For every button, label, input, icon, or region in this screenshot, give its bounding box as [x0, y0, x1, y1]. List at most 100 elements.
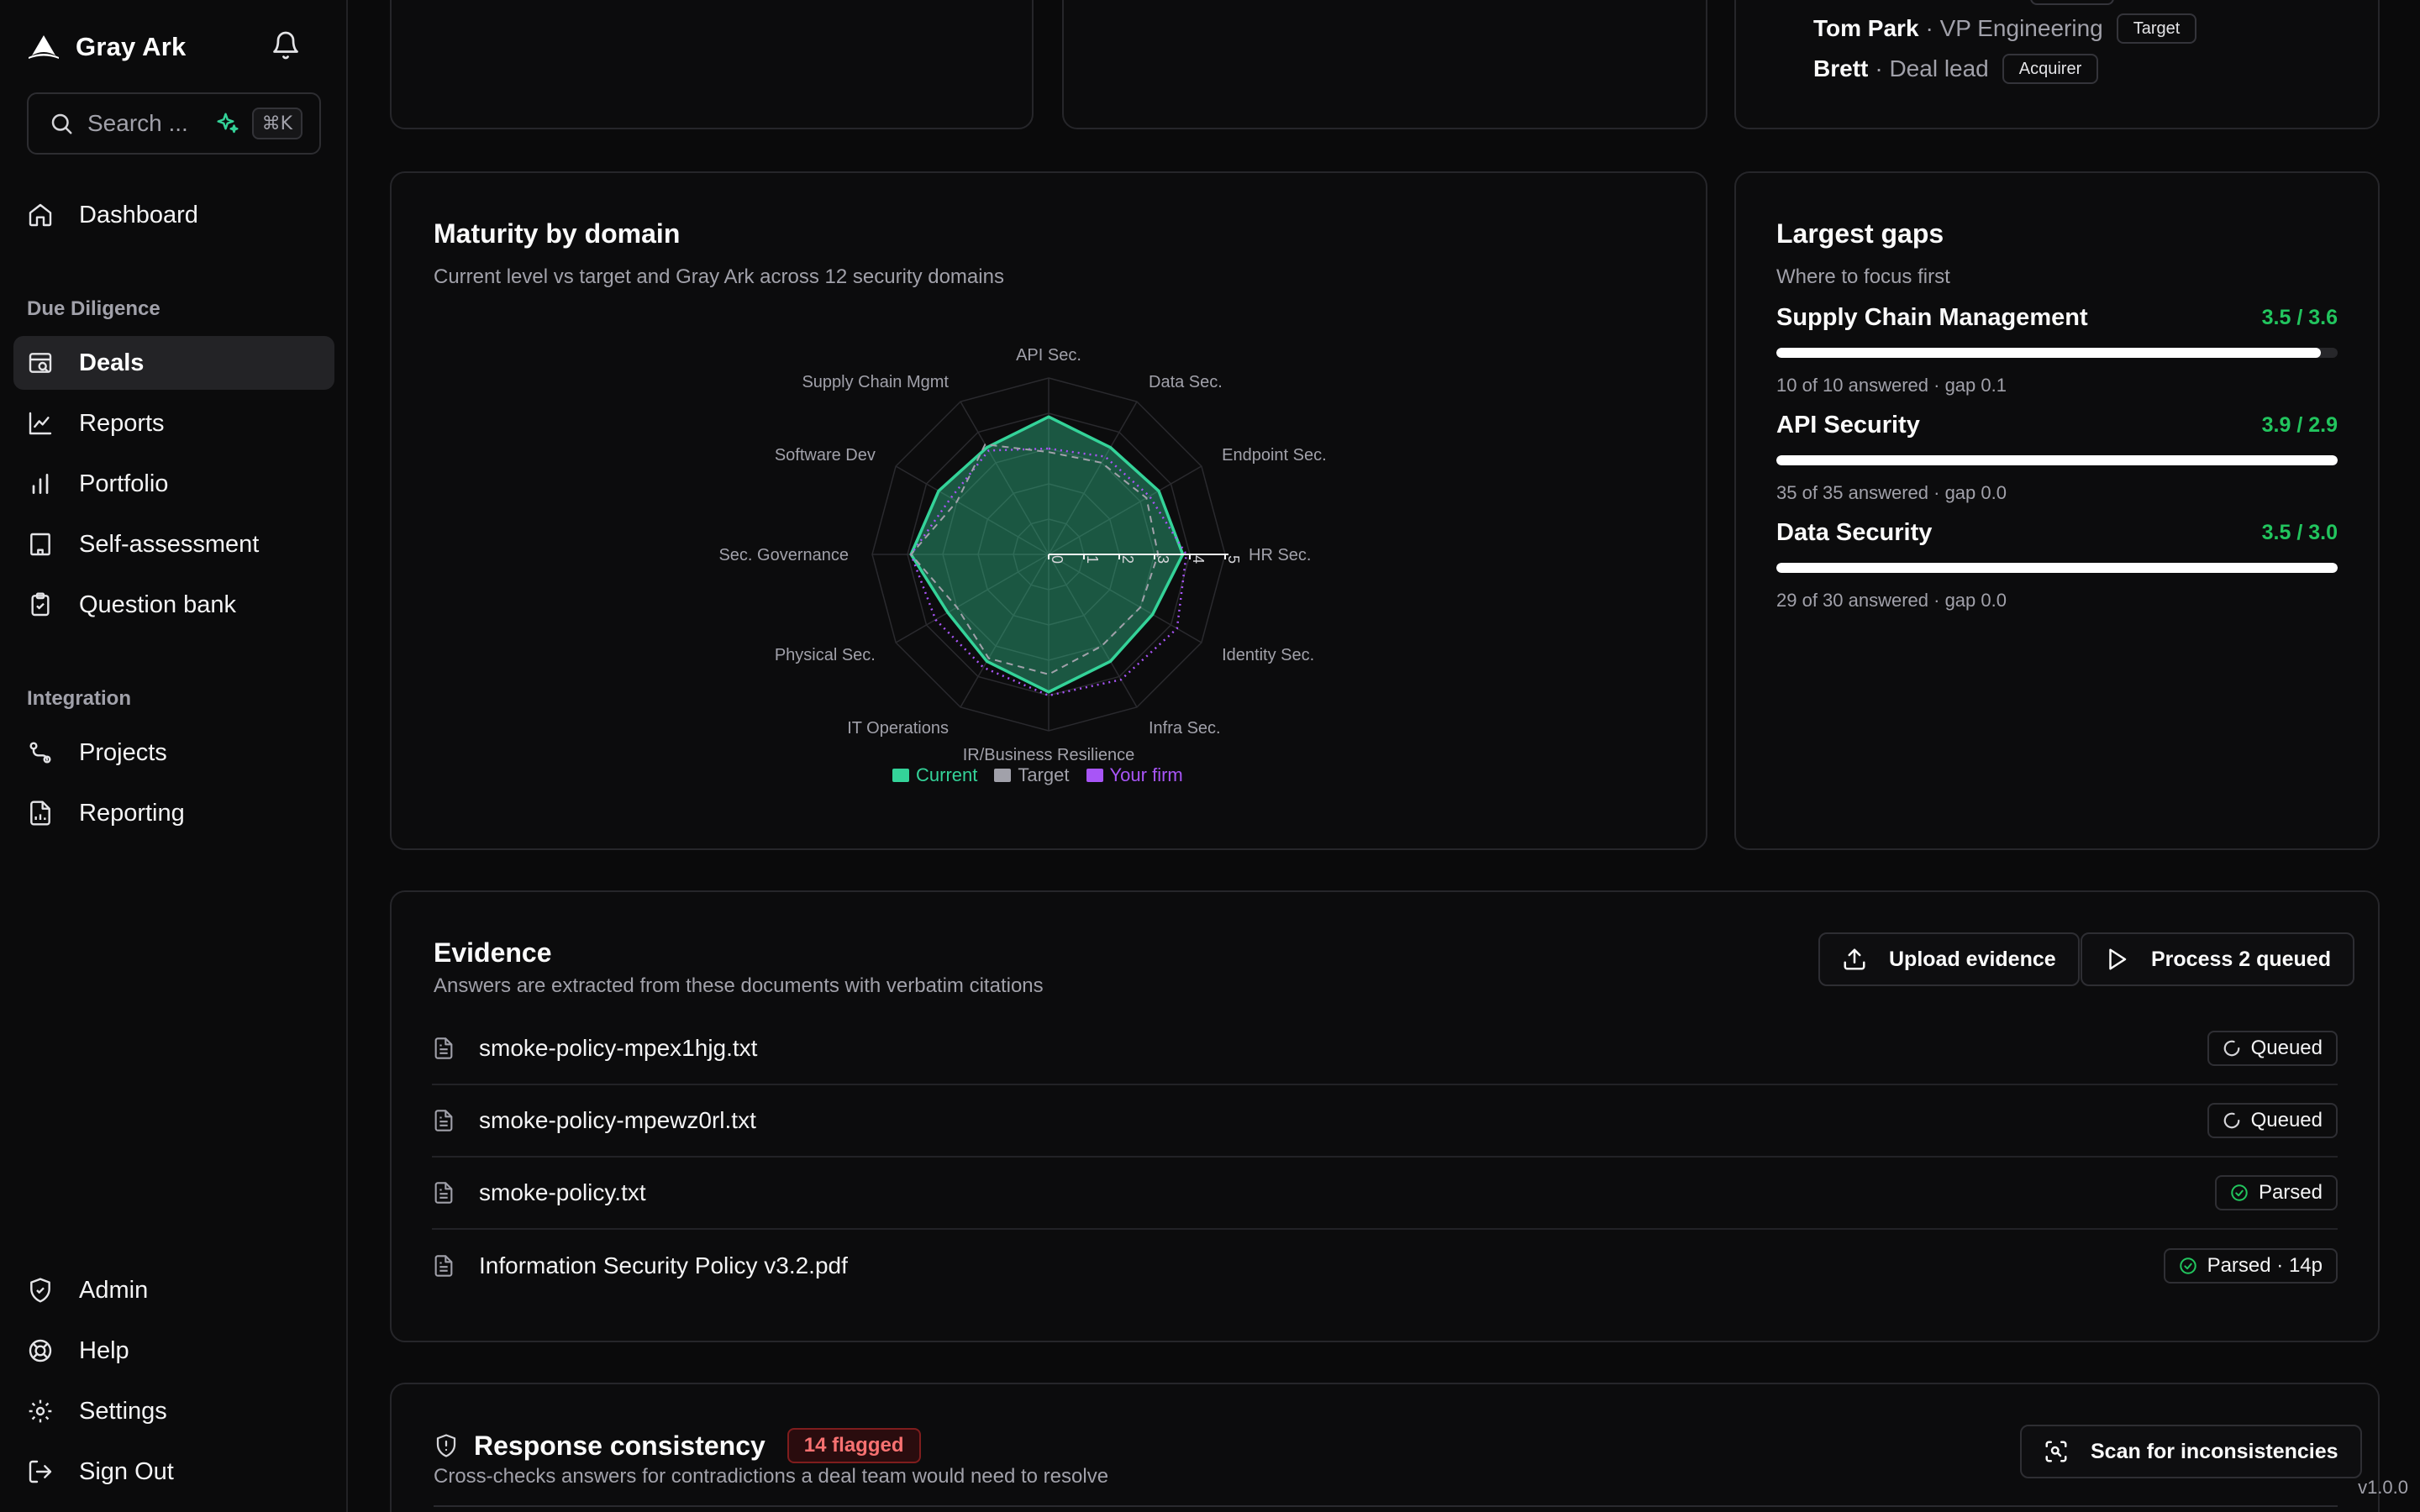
nav-sign-out[interactable]: Sign Out: [13, 1445, 334, 1499]
nav-reporting[interactable]: Reporting: [13, 786, 334, 840]
file-icon: [432, 1252, 455, 1279]
shortcut-hint: ⌘K: [251, 108, 302, 139]
nav-help-label: Help: [79, 1336, 129, 1364]
shield-alert-icon: [434, 1433, 459, 1458]
gap-meta: 10 of 10 answered · gap 0.1: [1776, 375, 2007, 396]
status-badge: Parsed: [2214, 1175, 2338, 1210]
building-icon: [27, 531, 54, 558]
nav-admin[interactable]: Admin: [13, 1263, 334, 1317]
life-buoy-icon: [27, 1337, 54, 1364]
file-icon: [432, 1179, 455, 1206]
nav-reporting-label: Reporting: [79, 799, 185, 827]
radar-category-label: Endpoint Sec.: [1222, 446, 1327, 465]
radar-tick-label: 5: [1225, 555, 1242, 564]
gap-item[interactable]: Supply Chain Management 3.5 / 3.6 10 of 1…: [1776, 302, 2338, 396]
radar-tick-label: 2: [1119, 555, 1136, 564]
radar-category-label: Identity Sec.: [1222, 646, 1314, 664]
maturity-subtitle: Current level vs target and Gray Ark acr…: [434, 265, 1004, 288]
file-icon: [432, 1107, 455, 1134]
legend-label: Target: [1018, 764, 1070, 785]
status-badge: Queued: [2207, 1031, 2338, 1066]
legend-item-target[interactable]: Target: [994, 764, 1070, 786]
process-queued-label: Process 2 queued: [2151, 947, 2331, 971]
summary-card-2: [1062, 0, 1707, 129]
process-queued-button[interactable]: Process 2 queued: [2081, 932, 2354, 986]
nav-self-assessment[interactable]: Self-assessment: [13, 517, 334, 571]
consistency-header: Response consistency 14 flagged: [434, 1428, 921, 1463]
nav-projects[interactable]: Projects: [13, 726, 334, 780]
brand[interactable]: Gray Ark: [27, 29, 186, 66]
nav-question-bank[interactable]: Question bank: [13, 578, 334, 632]
flagged-count-badge: 14 flagged: [786, 1428, 921, 1463]
nav-help[interactable]: Help: [13, 1324, 334, 1378]
gap-item[interactable]: Data Security 3.5 / 3.0 29 of 30 answered…: [1776, 517, 2338, 612]
gap-meta: 29 of 30 answered · gap 0.0: [1776, 590, 2007, 611]
radar-category-label: Sec. Governance: [718, 546, 849, 564]
check-circle-icon: [2179, 1257, 2197, 1275]
section-due-diligence: Due Diligence: [27, 297, 160, 320]
contact-name: Tom Park: [1813, 15, 1919, 41]
section-integration: Integration: [27, 687, 131, 710]
contact-tag: Target: [2116, 13, 2197, 44]
nav-deals-label: Deals: [79, 349, 145, 376]
status-label: Parsed · 14p: [2207, 1254, 2323, 1277]
radar-spoke: [1048, 465, 1202, 555]
status-label: Queued: [2250, 1037, 2323, 1059]
nav-deals[interactable]: Deals: [13, 336, 334, 390]
nav-reports[interactable]: Reports: [13, 396, 334, 450]
legend-item-current[interactable]: Current: [892, 764, 977, 786]
file-name: smoke-policy-mpewz0rl.txt: [479, 1107, 756, 1133]
loader-icon: [2223, 1039, 2241, 1058]
app-version: v1.0.0: [2358, 1477, 2408, 1498]
upload-evidence-label: Upload evidence: [1889, 947, 2056, 971]
gear-icon: [27, 1398, 54, 1425]
gap-meta: 35 of 35 answered · gap 0.0: [1776, 482, 2007, 503]
gray-ark-logo-icon: [27, 34, 60, 60]
nav-settings-label: Settings: [79, 1397, 167, 1425]
gap-progress-fill: [1776, 348, 2321, 358]
contact-row: Brett · Deal lead Acquirer: [1813, 54, 2099, 84]
radar-series-current: [909, 415, 1185, 694]
scan-search-icon: [2044, 1439, 2069, 1464]
gap-item[interactable]: API Security 3.9 / 2.9 35 of 35 answered …: [1776, 410, 2338, 504]
gaps-card: Largest gaps Where to focus first: [1734, 171, 2380, 850]
evidence-file-row[interactable]: smoke-policy-mpewz0rl.txt Queued: [432, 1085, 2338, 1158]
legend-item-your-firm[interactable]: Your firm: [1086, 764, 1183, 786]
divider: [434, 1505, 2338, 1507]
nav-settings[interactable]: Settings: [13, 1384, 334, 1438]
nav-portfolio[interactable]: Portfolio: [13, 457, 334, 511]
gap-progress-track: [1776, 563, 2338, 573]
radar-spoke: [1048, 554, 1202, 643]
search-placeholder: Search ...: [87, 110, 188, 136]
radar-category-label: Software Dev: [775, 446, 876, 465]
maturity-title: Maturity by domain: [434, 218, 681, 249]
status-badge: Queued: [2207, 1103, 2338, 1138]
search-input[interactable]: Search ... ⌘K: [27, 92, 321, 155]
file-name: Information Security Policy v3.2.pdf: [479, 1252, 848, 1278]
scan-inconsistencies-button[interactable]: Scan for inconsistencies: [2020, 1425, 2362, 1478]
gap-name: API Security: [1776, 411, 1920, 438]
play-icon: [2104, 947, 2129, 972]
nav-portfolio-label: Portfolio: [79, 470, 169, 497]
upload-icon: [1842, 947, 1867, 972]
radar-category-label: HR Sec.: [1249, 546, 1311, 564]
evidence-file-row[interactable]: smoke-policy.txt Parsed: [432, 1158, 2338, 1230]
upload-evidence-button[interactable]: Upload evidence: [1818, 932, 2080, 986]
radar-spoke: [895, 465, 1050, 555]
ai-sparkle-icon[interactable]: [215, 111, 240, 136]
legend-swatch: [892, 769, 909, 782]
radar-category-label: API Sec.: [1016, 346, 1081, 365]
status-label: Parsed: [2258, 1181, 2323, 1204]
gap-progress-fill: [1776, 563, 2338, 573]
evidence-file-row[interactable]: Information Security Policy v3.2.pdf Par…: [432, 1230, 2338, 1302]
summary-card-1: [390, 0, 1034, 129]
status-badge: Parsed · 14p: [2163, 1248, 2338, 1284]
check-circle-icon: [2230, 1184, 2249, 1202]
evidence-file-row[interactable]: smoke-policy-mpex1hjg.txt Queued: [432, 1013, 2338, 1085]
nav-dashboard[interactable]: Dashboard: [13, 188, 334, 242]
gap-name: Supply Chain Management: [1776, 303, 2088, 331]
gap-progress-track: [1776, 455, 2338, 465]
nav-sign-out-label: Sign Out: [79, 1457, 174, 1485]
bell-icon[interactable]: [271, 30, 301, 60]
tag-edge: [2030, 0, 2114, 5]
